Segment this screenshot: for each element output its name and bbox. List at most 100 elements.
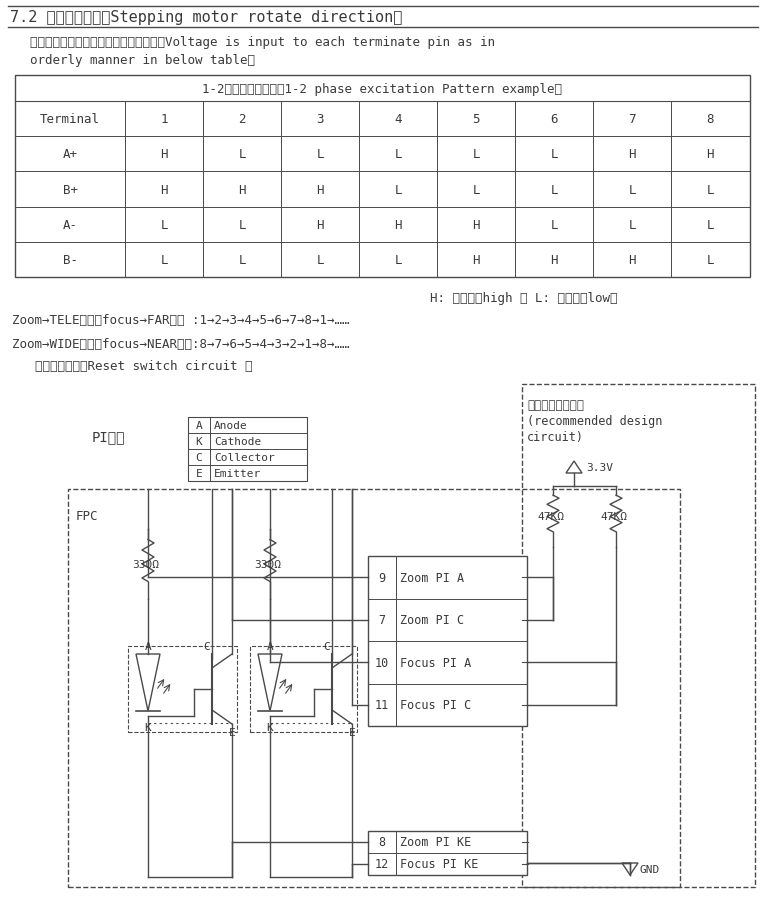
Text: 2: 2 [238,113,246,126]
Text: 7: 7 [628,113,636,126]
Text: L: L [706,254,714,266]
Text: K: K [195,436,202,446]
Text: C: C [323,641,330,651]
Text: L: L [473,183,480,196]
Text: 4: 4 [394,113,401,126]
Text: A: A [195,421,202,431]
Text: 推荐基板设计回路: 推荐基板设计回路 [527,398,584,412]
Text: H: H [628,148,636,161]
Text: L: L [550,183,558,196]
Text: A: A [267,641,273,651]
Text: Zoom→TELE方向，focus→FAR方向 :1→2→3→4→5→6→7→8→1→……: Zoom→TELE方向，focus→FAR方向 :1→2→3→4→5→6→7→8… [12,313,349,327]
Bar [188,417,307,481]
Text: L: L [316,254,324,266]
Text: 47KΩ: 47KΩ [600,512,627,522]
Text: circuit): circuit) [527,431,584,443]
Text: L: L [160,254,168,266]
Text: 7.2 步进电机转向（Stepping motor rotate direction）: 7.2 步进电机转向（Stepping motor rotate directi… [10,10,402,25]
Text: 3: 3 [316,113,324,126]
Text: Focus PI KE: Focus PI KE [400,858,479,870]
Text: L: L [628,183,636,196]
Text: A+: A+ [63,148,77,161]
Text: L: L [394,148,401,161]
Text: 9: 9 [378,571,385,584]
Text: L: L [706,219,714,231]
Text: E: E [349,727,355,737]
Text: L: L [550,148,558,161]
Text: L: L [394,254,401,266]
Bar [68,489,680,887]
Text: Anode: Anode [214,421,247,431]
Text: H: H [628,254,636,266]
Text: 330Ω: 330Ω [132,559,159,570]
Text: E: E [195,469,202,479]
Text: 10: 10 [375,656,389,669]
Text: (recommended design: (recommended design [527,414,663,427]
Text: 12: 12 [375,858,389,870]
Text: L: L [238,219,246,231]
Text: Cathode: Cathode [214,436,261,446]
Text: L: L [238,254,246,266]
Text: B+: B+ [63,183,77,196]
Text: Zoom PI KE: Zoom PI KE [400,835,471,849]
Text: GND: GND [640,864,660,874]
Text: L: L [238,148,246,161]
Text: H: H [238,183,246,196]
Text: L: L [628,219,636,231]
Text: 8: 8 [706,113,714,126]
Text: 8: 8 [378,835,385,849]
Text: 电压输入到每个端子的顺序方式见下表（Voltage is input to each terminate pin as in: 电压输入到每个端子的顺序方式见下表（Voltage is input to ea… [30,36,495,49]
Text: H: H [473,254,480,266]
Text: 3.3V: 3.3V [586,462,613,472]
Text: Collector: Collector [214,452,275,462]
Text: L: L [160,219,168,231]
Text: 7: 7 [378,613,385,627]
Text: H: H [160,183,168,196]
Text: 5: 5 [473,113,480,126]
Text: H: H [550,254,558,266]
Text: H: 高电位（high ） L: 低电位（low）: H: 高电位（high ） L: 低电位（low） [430,292,617,304]
Bar [250,647,357,732]
Text: PI回路: PI回路 [92,430,126,443]
Text: C: C [203,641,210,651]
Text: H: H [160,148,168,161]
Text: C: C [195,452,202,462]
Text: 1: 1 [160,113,168,126]
Text: A-: A- [63,219,77,231]
Text: H: H [316,183,324,196]
Text: 47KΩ: 47KΩ [537,512,564,522]
Text: L: L [394,183,401,196]
Text: B-: B- [63,254,77,266]
Text: Zoom→WIDE方向，focus→NEAR方向:8→7→6→5→4→3→2→1→8→……: Zoom→WIDE方向，focus→NEAR方向:8→7→6→5→4→3→2→1… [12,338,349,350]
Text: 复位开关电路（Reset switch circuit ）: 复位开关电路（Reset switch circuit ） [35,359,253,373]
Bar [128,647,237,732]
Text: H: H [706,148,714,161]
Text: K: K [267,722,273,732]
Text: Terminal: Terminal [40,113,100,126]
Text: L: L [473,148,480,161]
Bar [522,385,755,887]
Bar [368,831,527,875]
Text: L: L [550,219,558,231]
Text: FPC: FPC [76,509,99,523]
Text: E: E [228,727,235,737]
Text: A: A [145,641,152,651]
Text: H: H [316,219,324,231]
Text: Focus PI A: Focus PI A [400,656,471,669]
Text: Zoom PI A: Zoom PI A [400,571,464,584]
Text: L: L [316,148,324,161]
Text: L: L [706,183,714,196]
Text: H: H [394,219,401,231]
Text: 330Ω: 330Ω [254,559,281,570]
Text: 1-2相励磁模式示例（1-2 phase excitation Pattern example）: 1-2相励磁模式示例（1-2 phase excitation Pattern … [202,82,562,96]
Text: orderly manner in below table）: orderly manner in below table） [30,54,255,67]
Text: 11: 11 [375,699,389,712]
Text: H: H [473,219,480,231]
Bar [368,556,527,726]
Text: Focus PI C: Focus PI C [400,699,471,712]
Text: Zoom PI C: Zoom PI C [400,613,464,627]
Text: K: K [145,722,152,732]
Text: 6: 6 [550,113,558,126]
Text: Emitter: Emitter [214,469,261,479]
Bar [15,76,750,278]
